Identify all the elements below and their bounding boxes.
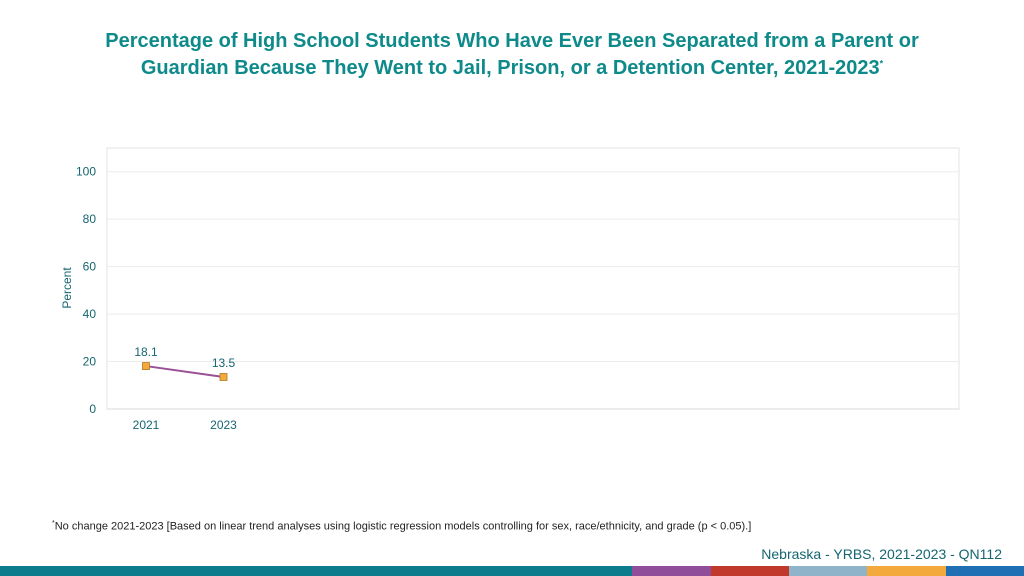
footnote-marker: * bbox=[52, 520, 55, 527]
x-tick-label: 2023 bbox=[210, 418, 237, 432]
color-bar-segment bbox=[789, 566, 867, 576]
footnote: *No change 2021-2023 [Based on linear tr… bbox=[52, 520, 751, 533]
title-line-1: Percentage of High School Students Who H… bbox=[105, 30, 919, 52]
data-label: 18.1 bbox=[134, 345, 158, 359]
bottom-color-bar bbox=[0, 566, 1024, 576]
color-bar-segment bbox=[946, 566, 1024, 576]
footnote-text: No change 2021-2023 [Based on linear tre… bbox=[54, 520, 752, 533]
title-line-2-text: Guardian Because They Went to Jail, Pris… bbox=[140, 57, 880, 79]
color-bar-segment bbox=[711, 566, 789, 576]
data-point bbox=[142, 362, 150, 370]
color-bar-segment bbox=[867, 566, 946, 576]
series-group bbox=[142, 362, 228, 381]
source-label: Nebraska - YRBS, 2021-2023 - QN112 bbox=[761, 546, 1002, 562]
data-label: 13.5 bbox=[212, 356, 236, 370]
y-tick-labels: 0 20 40 60 80 100 bbox=[76, 165, 96, 416]
line-chart: 0 20 40 60 80 100 2021 2023 18.1 13.5 Percent bbox=[60, 147, 960, 432]
data-point bbox=[219, 373, 228, 381]
title-line-2: Guardian Because They Went to Jail, Pris… bbox=[40, 55, 984, 82]
y-tick-label: 60 bbox=[83, 260, 97, 274]
y-tick-label: 80 bbox=[83, 212, 97, 226]
series-line bbox=[145, 365, 224, 378]
y-tick-label: 0 bbox=[89, 402, 96, 416]
gridlines bbox=[107, 171, 959, 410]
y-tick-label: 100 bbox=[76, 165, 96, 179]
title-footnote-marker: * bbox=[879, 58, 884, 69]
plot-area bbox=[106, 147, 960, 410]
x-tick-labels: 2021 2023 bbox=[133, 418, 238, 432]
x-tick-label: 2021 bbox=[133, 418, 160, 432]
data-labels: 18.1 13.5 bbox=[134, 345, 235, 370]
y-axis-label: Percent bbox=[60, 267, 74, 309]
y-tick-label: 20 bbox=[83, 355, 97, 369]
y-tick-label: 40 bbox=[83, 307, 97, 321]
chart-title: Percentage of High School Students Who H… bbox=[40, 28, 984, 82]
color-bar-segment bbox=[632, 566, 711, 576]
color-bar-segment bbox=[0, 566, 632, 576]
